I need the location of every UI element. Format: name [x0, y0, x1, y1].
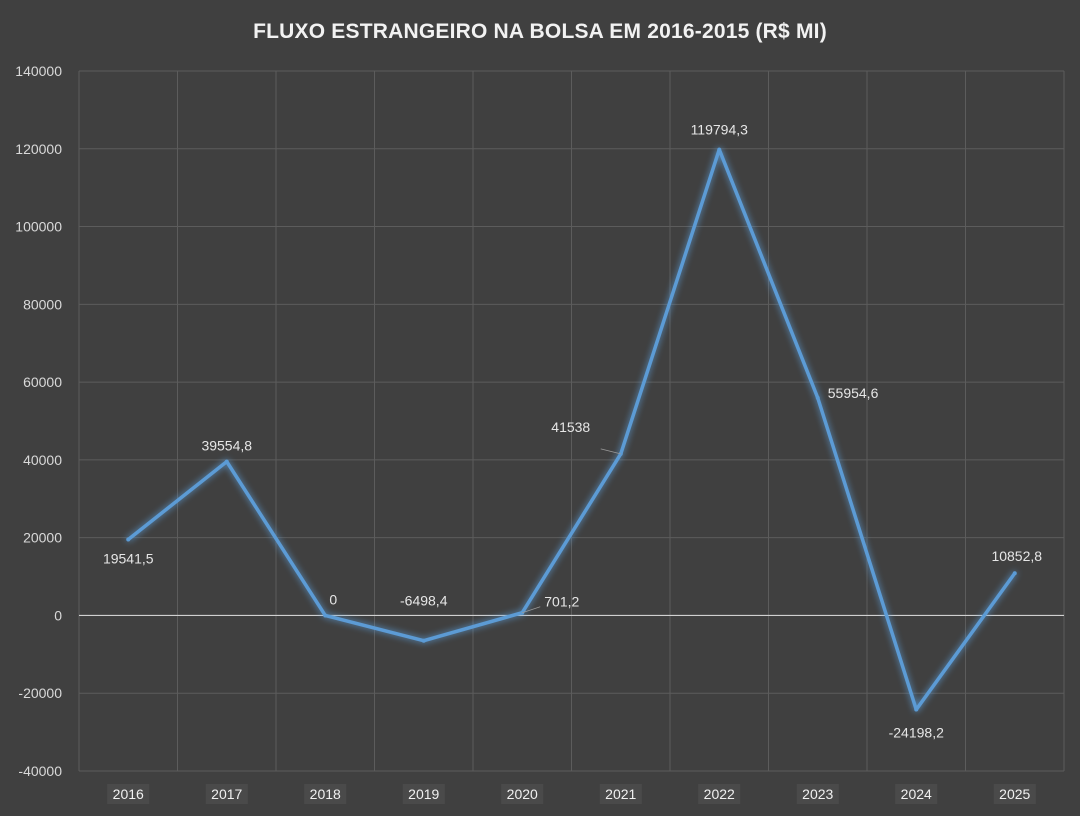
x-tick-box [993, 784, 1036, 804]
x-tick-box [107, 784, 150, 804]
label-leader [600, 448, 621, 455]
x-tick-label: 2023 [802, 786, 833, 802]
y-tick-label: 40000 [23, 452, 62, 468]
data-label: 39554,8 [201, 438, 252, 454]
data-label: -6498,4 [400, 593, 448, 609]
y-tick-label: -20000 [18, 685, 62, 701]
data-label: 19541,5 [103, 550, 154, 566]
y-tick-label: 0 [54, 607, 62, 623]
x-tick-label: 2016 [113, 786, 144, 802]
data-point [323, 613, 328, 618]
x-tick-label: 2024 [901, 786, 932, 802]
data-point [421, 638, 426, 643]
data-label: 10852,8 [991, 548, 1042, 564]
series-line [126, 147, 1017, 712]
x-tick-box [304, 784, 347, 804]
data-label: -24198,2 [889, 725, 944, 741]
x-axis-ticks: 2016 2017 2018 2019 2020 2021 2022 2023 2024 2025 [107, 784, 1036, 804]
x-tick-box [895, 784, 938, 804]
x-tick-label: 2019 [408, 786, 439, 802]
x-tick-label: 2021 [605, 786, 636, 802]
x-tick-label: 2018 [310, 786, 341, 802]
data-point [224, 459, 229, 464]
chart-title: FLUXO ESTRANGEIRO NA BOLSA EM 2016-2015 … [253, 20, 827, 43]
data-point [914, 707, 919, 712]
data-label: 701,2 [544, 594, 579, 610]
series-layer [126, 147, 1017, 712]
y-tick-label: 120000 [15, 141, 62, 157]
x-tick-box [599, 784, 642, 804]
data-point [717, 147, 722, 152]
y-tick-label: 60000 [23, 374, 62, 390]
x-tick-label: 2022 [704, 786, 735, 802]
data-point [815, 395, 820, 400]
y-tick-label: 80000 [23, 296, 62, 312]
data-label: 55954,6 [828, 385, 879, 401]
data-point [126, 537, 131, 542]
x-tick-label: 2025 [999, 786, 1030, 802]
x-tick-box [402, 784, 445, 804]
x-tick-box [698, 784, 741, 804]
x-tick-box [501, 784, 544, 804]
y-tick-label: 20000 [23, 530, 62, 546]
y-tick-label: 140000 [15, 63, 62, 79]
y-axis-ticks: -40000 -20000 0 20000 40000 60000 80000 100000 1… [15, 63, 62, 779]
x-tick-box [796, 784, 839, 804]
x-tick-label: 2017 [211, 786, 242, 802]
grid-lines [78, 70, 1065, 772]
y-tick-label: -40000 [18, 763, 62, 779]
data-label: 41538 [551, 419, 590, 435]
x-tick-label: 2020 [507, 786, 538, 802]
data-label: 119794,3 [691, 122, 749, 138]
y-tick-label: 100000 [15, 219, 62, 235]
data-label: 0 [329, 591, 337, 607]
label-leader [522, 606, 541, 614]
data-labels: 19541,5 39554,8 0 -6498,4 701,2 41538 119794,3… [103, 122, 1042, 741]
data-point [1012, 571, 1017, 576]
x-tick-box [205, 784, 248, 804]
